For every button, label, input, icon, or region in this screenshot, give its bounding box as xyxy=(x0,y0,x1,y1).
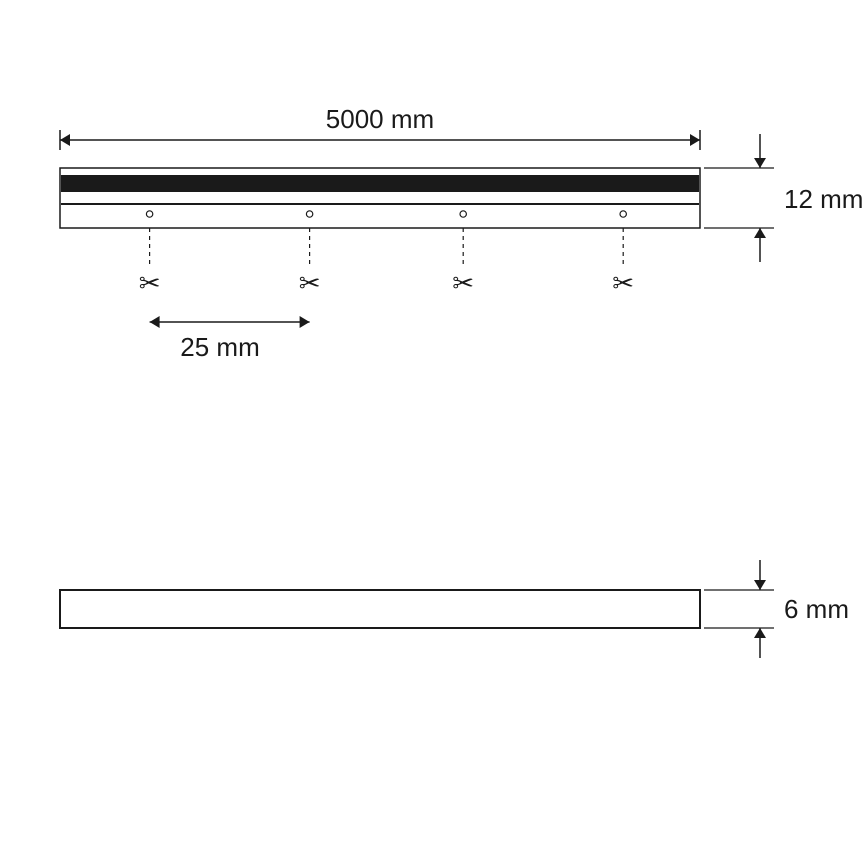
scissors-icon: ✂ xyxy=(139,268,161,298)
dim-height-top-label: 12 mm xyxy=(784,184,863,214)
strip-top-view: ✂ ✂ ✂ ✂ xyxy=(60,168,700,298)
dim-height-side: 6 mm xyxy=(704,560,849,658)
dim-height-side-label: 6 mm xyxy=(784,594,849,624)
dim-length: 5000 mm xyxy=(60,104,700,150)
scissors-icon: ✂ xyxy=(299,268,321,298)
dim-height-top: 12 mm xyxy=(704,134,863,262)
dim-length-label: 5000 mm xyxy=(326,104,434,134)
dim-spacing: 25 mm xyxy=(150,316,310,362)
strip-side-view xyxy=(60,590,700,628)
scissors-icon: ✂ xyxy=(452,268,474,298)
scissors-icon: ✂ xyxy=(612,268,634,298)
dim-spacing-label: 25 mm xyxy=(180,332,259,362)
technical-diagram: ✂ ✂ ✂ ✂ 5000 mm 12 mm 25 mm 6 mm xyxy=(0,0,868,868)
